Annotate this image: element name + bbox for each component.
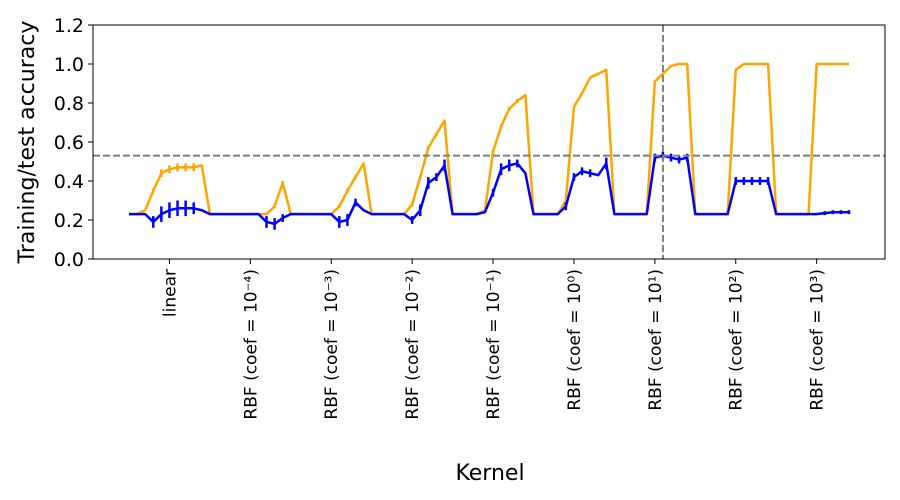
x-tick-label: RBF (coef = 10²) xyxy=(727,269,747,411)
y-tick-label: 0.2 xyxy=(54,210,84,232)
plot-frame xyxy=(92,24,886,260)
y-axis-label: Training/test accuracy xyxy=(15,21,40,265)
y-tick-label: 0.4 xyxy=(54,171,84,193)
y-tick-label: 1.2 xyxy=(54,15,84,37)
x-tick-label: RBF (coef = 10⁻²) xyxy=(403,269,423,420)
x-axis-label: Kernel xyxy=(455,461,524,486)
y-tick-label: 0.8 xyxy=(54,93,84,115)
x-tick-label: linear xyxy=(160,269,180,317)
series-line xyxy=(129,62,849,216)
x-tick-label: RBF (coef = 10³) xyxy=(808,269,828,411)
y-tick-label: 1.0 xyxy=(54,54,84,76)
series-line xyxy=(129,154,849,226)
y-tick-label: 0.0 xyxy=(54,249,84,271)
x-tick-label: RBF (coef = 10⁰) xyxy=(565,269,585,411)
x-tick-label: RBF (coef = 10¹) xyxy=(646,269,666,411)
x-tick-label: RBF (coef = 10⁻³) xyxy=(322,269,342,420)
x-tick-label: RBF (coef = 10⁻¹) xyxy=(484,269,504,420)
y-tick-label: 0.6 xyxy=(54,132,84,154)
x-tick-label: RBF (coef = 10⁻⁴) xyxy=(241,269,261,420)
